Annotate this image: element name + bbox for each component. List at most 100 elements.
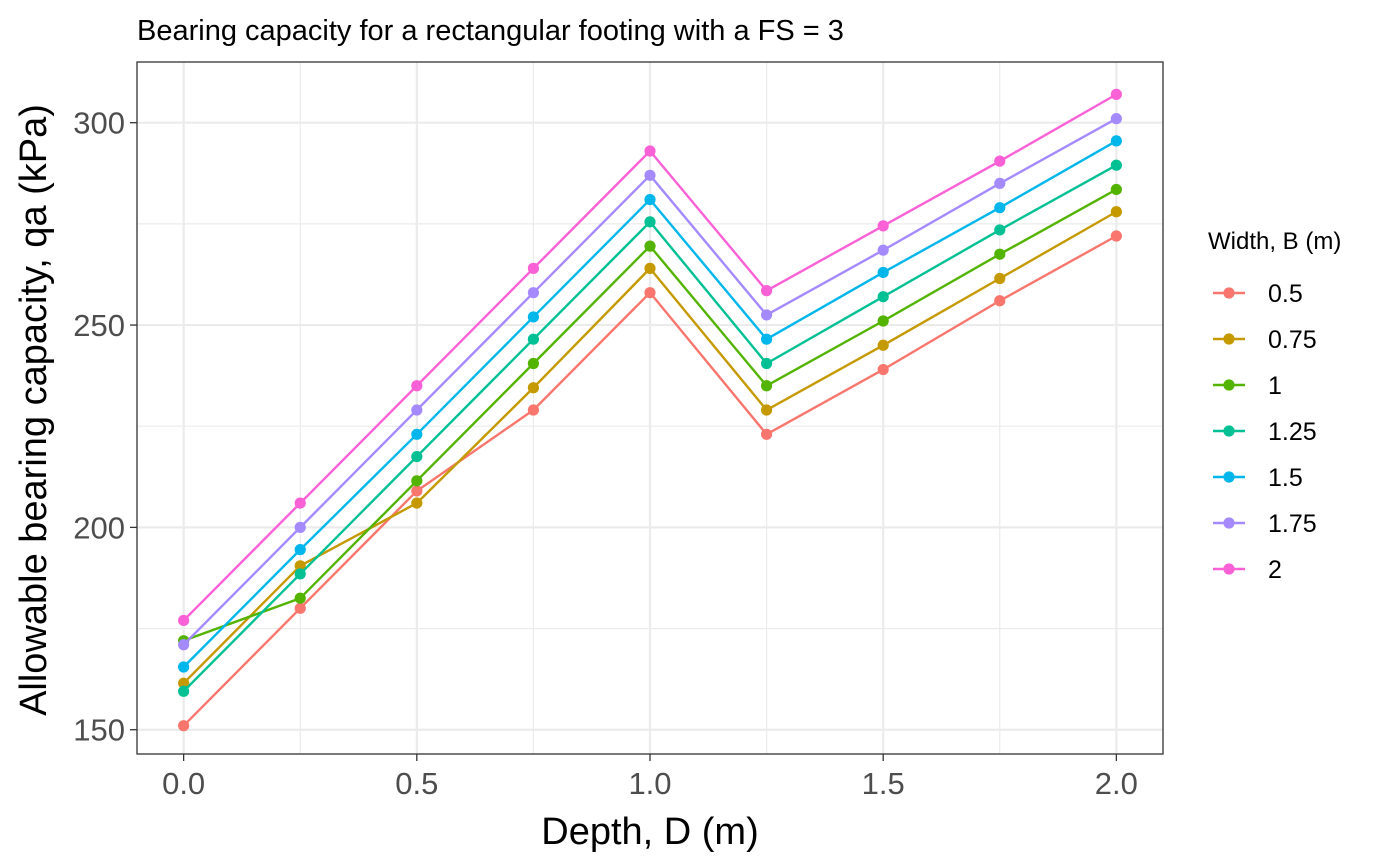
series-2 [178, 88, 1122, 627]
legend-label: 1 [1268, 372, 1282, 400]
data-point [877, 220, 889, 232]
data-point [760, 380, 773, 392]
series-layer [178, 88, 1122, 732]
data-point [1110, 230, 1122, 242]
data-point [527, 357, 540, 370]
data-point [644, 145, 656, 157]
legend-label: 1.25 [1268, 418, 1317, 446]
chart-title: Bearing capacity for a rectangular footi… [137, 15, 844, 47]
series-0.75 [178, 206, 1122, 689]
grid [137, 62, 1163, 754]
x-axis-title: Depth, D (m) [541, 811, 758, 853]
data-point [994, 272, 1006, 285]
data-point [644, 216, 656, 228]
x-tick-label: 0.0 [162, 766, 205, 801]
data-point [527, 404, 540, 416]
legend-key-point [1223, 287, 1235, 299]
x-tick-label: 0.5 [395, 766, 438, 801]
y-tick-label: 200 [73, 510, 125, 545]
series-0.5 [178, 230, 1122, 732]
data-point [760, 285, 773, 297]
data-point [411, 485, 423, 497]
legend-label: 1.5 [1268, 464, 1303, 492]
data-point [527, 287, 540, 299]
axes: 0.0 0.5 1.0 1.5 2.0 150 200 250 300 [73, 106, 1138, 801]
legend-label: 2 [1268, 556, 1282, 584]
data-point [411, 475, 423, 487]
data-point [877, 266, 889, 279]
data-point [994, 202, 1006, 214]
data-point [294, 568, 306, 580]
legend: Width, B (m) 0.5 0.75 1 1.25 1.5 1.75 2 [1208, 228, 1341, 584]
y-tick-label: 300 [73, 106, 125, 141]
y-axis-title: Allowable bearing capacity, qa (kPa) [13, 104, 55, 716]
data-point [644, 287, 656, 299]
legend-key-point [1223, 379, 1235, 391]
data-point [1110, 159, 1122, 171]
legend-key-point [1223, 517, 1235, 529]
legend-item: 1.75 [1213, 510, 1317, 538]
data-point [411, 428, 423, 440]
data-point [1110, 135, 1122, 147]
data-point [411, 497, 423, 509]
data-point [644, 193, 656, 206]
data-point [411, 380, 423, 392]
data-point [178, 685, 190, 697]
data-point [294, 560, 306, 572]
data-point [877, 363, 889, 376]
data-point [994, 248, 1006, 260]
data-point [644, 169, 656, 181]
series-1.75 [178, 113, 1122, 651]
data-point [994, 177, 1006, 190]
data-point [294, 521, 306, 533]
legend-key-point [1223, 333, 1235, 345]
series-1.25 [178, 159, 1122, 697]
data-point [294, 497, 306, 509]
data-point [644, 262, 656, 274]
data-point [178, 677, 190, 689]
data-point [994, 155, 1006, 167]
data-point [411, 450, 423, 463]
data-point [411, 404, 423, 416]
legend-item: 1.25 [1213, 418, 1317, 446]
data-point [760, 404, 773, 416]
data-point [294, 592, 306, 604]
data-point [994, 224, 1006, 236]
legend-key-point [1223, 563, 1235, 575]
y-tick-label: 150 [73, 713, 125, 748]
legend-key-point [1223, 425, 1235, 437]
legend-label: 0.75 [1268, 326, 1317, 354]
data-point [877, 244, 889, 256]
legend-label: 1.75 [1268, 510, 1317, 538]
data-point [178, 661, 190, 673]
data-point [1110, 183, 1122, 196]
data-point [877, 339, 889, 351]
data-point [1110, 88, 1122, 100]
legend-item: 1 [1213, 372, 1282, 400]
series-1.5 [178, 135, 1122, 673]
data-point [1110, 113, 1122, 125]
data-point [527, 333, 540, 345]
data-point [760, 333, 773, 345]
legend-key-point [1223, 471, 1235, 483]
data-point [527, 311, 540, 323]
legend-item: 1.5 [1213, 464, 1303, 492]
legend-item: 2 [1213, 556, 1282, 584]
data-point [877, 291, 889, 303]
data-point [1110, 206, 1122, 218]
data-point [178, 639, 190, 651]
data-point [760, 309, 773, 321]
x-tick-label: 1.5 [862, 766, 905, 801]
legend-label: 0.5 [1268, 280, 1303, 308]
data-point [877, 315, 889, 327]
y-tick-label: 250 [73, 308, 125, 343]
data-point [294, 602, 306, 614]
x-tick-label: 1.0 [628, 766, 671, 801]
data-point [527, 382, 540, 394]
legend-items: 0.5 0.75 1 1.25 1.5 1.75 2 [1213, 280, 1317, 584]
legend-item: 0.75 [1213, 326, 1317, 354]
data-point [527, 262, 540, 274]
x-tick-label: 2.0 [1095, 766, 1138, 801]
